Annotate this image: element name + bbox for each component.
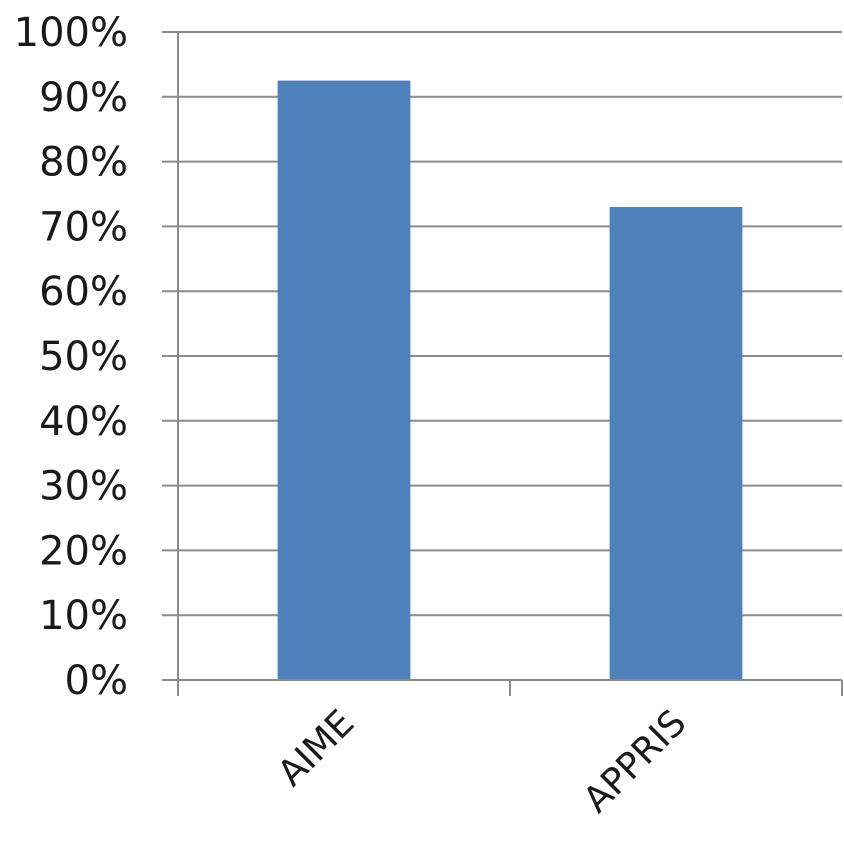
y-tick-label: 80% xyxy=(39,140,128,186)
y-tick-label: 30% xyxy=(39,464,128,510)
x-tick-labels: AIME APPRIS xyxy=(270,702,694,820)
y-tick-label: 40% xyxy=(39,399,128,445)
y-tick-label: 100% xyxy=(14,10,128,56)
y-tick-label: 60% xyxy=(39,269,128,315)
bar-appris xyxy=(609,206,743,680)
y-tick-label: 20% xyxy=(39,528,128,574)
bars xyxy=(277,80,743,681)
y-tick-label: 70% xyxy=(39,204,128,250)
x-tick-label-appris: APPRIS xyxy=(576,702,694,820)
axes xyxy=(162,32,843,696)
bar-aime xyxy=(277,80,411,681)
y-tick-labels: 0% 10% 20% 30% 40% 50% 60% 70% 80% 90% 100% xyxy=(14,10,128,704)
y-tick-label: 10% xyxy=(39,593,128,639)
gridlines xyxy=(162,31,842,617)
y-tick-label: 50% xyxy=(39,334,128,380)
x-tick-label-aime: AIME xyxy=(270,702,362,794)
y-tick-label: 0% xyxy=(65,658,128,704)
y-tick-label: 90% xyxy=(39,75,128,121)
